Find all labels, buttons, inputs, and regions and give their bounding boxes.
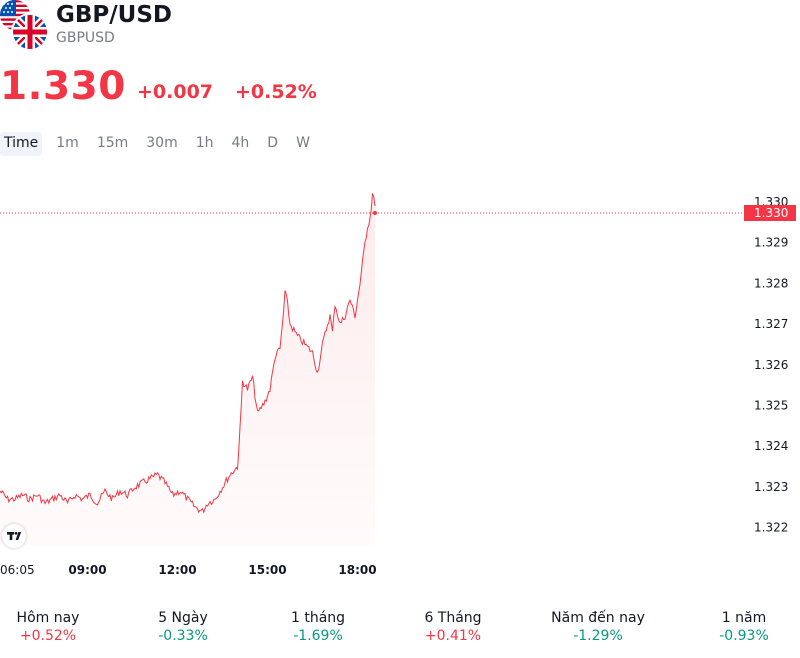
- tab-15m[interactable]: 15m: [96, 135, 129, 151]
- y-tick-label: 1.329: [754, 236, 788, 250]
- perf-label: Hôm nay: [16, 610, 80, 626]
- x-tick-label: 09:00: [68, 563, 106, 577]
- tab-1m[interactable]: 1m: [56, 135, 79, 151]
- perf-label: 5 Ngày: [158, 610, 208, 626]
- tab-time[interactable]: Time: [0, 132, 43, 156]
- y-tick-label: 1.327: [754, 317, 788, 331]
- tradingview-logo-icon[interactable]: [2, 524, 26, 548]
- price-chart[interactable]: 1.330 1.329 1.328 1.327 1.326 1.325 1.324 1.323…: [0, 190, 800, 590]
- last-price: 1.330: [0, 64, 126, 109]
- y-tick-label: 1.325: [754, 399, 788, 413]
- x-tick-label: 18:00: [338, 563, 376, 577]
- y-tick-label: 1.323: [754, 480, 788, 494]
- tab-4h[interactable]: 4h: [231, 135, 250, 151]
- y-tick-label: 1.328: [754, 276, 788, 290]
- last-price-badge: [744, 205, 796, 221]
- y-tick-label: 1.326: [754, 358, 788, 372]
- last-price-dot: [373, 211, 377, 215]
- perf-value: -0.33%: [158, 628, 208, 644]
- last-price-badge-label: 1.330: [754, 206, 788, 220]
- perf-label: Năm đến nay: [551, 610, 645, 626]
- symbol-code: GBPUSD: [56, 30, 115, 46]
- perf-label: 1 tháng: [290, 610, 346, 626]
- symbol-title: GBP/USD: [56, 2, 172, 28]
- x-tick-label: 06:05: [0, 563, 35, 577]
- tab-w[interactable]: W: [296, 135, 310, 151]
- perf-1-year[interactable]: 1 năm -0.93%: [719, 610, 769, 644]
- tab-d[interactable]: D: [267, 135, 279, 151]
- x-tick-label: 12:00: [158, 563, 196, 577]
- perf-label: 1 năm: [721, 610, 767, 626]
- perf-value: +0.52%: [19, 628, 77, 644]
- price-area-fill: [0, 193, 375, 545]
- y-tick-label: 1.322: [754, 521, 788, 535]
- perf-value: +0.41%: [424, 628, 482, 644]
- y-tick-label: 1.324: [754, 439, 788, 453]
- perf-value: -1.69%: [293, 628, 343, 644]
- perf-value: -1.29%: [573, 628, 623, 644]
- perf-value: -0.93%: [719, 628, 769, 644]
- tab-30m[interactable]: 30m: [146, 135, 178, 151]
- tab-1h[interactable]: 1h: [195, 135, 214, 151]
- interval-tabs: Time 1m 15m 30m 1h 4h D W: [0, 132, 324, 156]
- perf-6-months[interactable]: 6 Tháng +0.41%: [424, 610, 481, 644]
- perf-label: 6 Tháng: [424, 610, 482, 626]
- uk-flag-icon: [13, 15, 47, 49]
- perf-1-month[interactable]: 1 tháng -1.69%: [291, 610, 345, 644]
- perf-today[interactable]: Hôm nay +0.52%: [17, 610, 80, 644]
- performance-bar: Hôm nay +0.52% 5 Ngày -0.33% 1 tháng -1.…: [0, 610, 800, 650]
- price-line: [0, 193, 376, 514]
- perf-ytd[interactable]: Năm đến nay -1.29%: [551, 610, 645, 644]
- price-change-percent: +0.52%: [235, 81, 317, 103]
- perf-5-days[interactable]: 5 Ngày -0.33%: [158, 610, 208, 644]
- price-change: +0.007: [137, 81, 214, 103]
- x-tick-label: 15:00: [248, 563, 286, 577]
